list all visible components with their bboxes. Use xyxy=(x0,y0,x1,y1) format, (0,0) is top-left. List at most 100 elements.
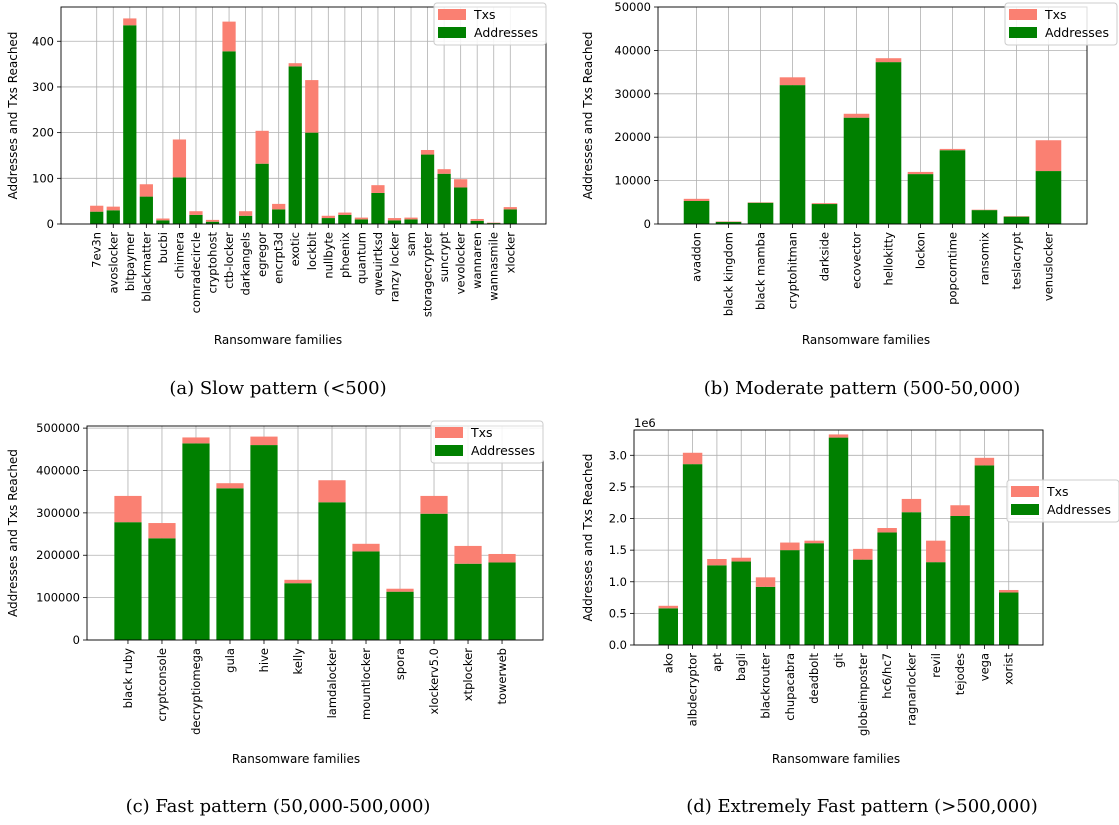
y-tick-label: 0.0 xyxy=(609,638,627,652)
x-tick-label: ctb-locker xyxy=(222,232,236,289)
x-tick-label: chimera xyxy=(172,232,186,279)
bar-txs xyxy=(321,215,335,219)
bar-addresses xyxy=(907,174,934,224)
legend-label-addresses: Addresses xyxy=(474,25,538,40)
x-tick-label: apt xyxy=(710,653,724,672)
y-tick-label: 500000 xyxy=(36,421,80,435)
plot-frame xyxy=(60,6,547,225)
x-tick-label: gula xyxy=(223,648,237,673)
x-tick-label: lockon xyxy=(913,232,927,269)
bar-addresses xyxy=(172,177,187,224)
bar-txs xyxy=(371,185,385,193)
bar-addresses xyxy=(487,223,501,224)
y-tick-label: 0.5 xyxy=(609,606,627,620)
y-tick-label: 100000 xyxy=(36,591,80,605)
legend-swatch-txs xyxy=(1011,486,1039,497)
bar-addresses xyxy=(715,221,742,224)
bar-txs xyxy=(354,217,369,220)
bar-txs xyxy=(683,198,710,201)
y-axis-label: Addresses and Txs Reached xyxy=(581,454,595,622)
x-tick-label: xorist xyxy=(1002,653,1016,685)
bar-addresses xyxy=(420,154,435,224)
x-tick-label: xlocker xyxy=(503,232,517,274)
bar-addresses xyxy=(707,565,727,645)
legend-label-txs: Txs xyxy=(473,7,496,22)
bar-txs xyxy=(454,179,468,188)
bar-txs xyxy=(352,543,380,552)
bar-addresses xyxy=(755,586,776,645)
bar-txs xyxy=(318,480,346,503)
bar-addresses xyxy=(288,66,302,225)
bar-txs xyxy=(156,218,170,221)
bar-txs xyxy=(875,58,902,63)
y-tick-label: 100 xyxy=(32,171,54,185)
bar-txs xyxy=(488,553,516,563)
bar-addresses xyxy=(114,522,142,640)
x-tick-label: bagli xyxy=(734,653,748,681)
x-tick-label: qweuirtksd xyxy=(371,232,385,295)
legend-label-addresses: Addresses xyxy=(1047,502,1111,517)
y-tick-label: 2.0 xyxy=(609,512,627,526)
bar-addresses xyxy=(971,210,998,224)
bar-addresses xyxy=(205,221,220,224)
x-tick-label: blackmatter xyxy=(139,232,153,302)
bar-addresses xyxy=(305,132,319,224)
bar-addresses xyxy=(853,559,873,645)
bar-txs xyxy=(843,113,870,118)
legend-swatch-txs xyxy=(1009,9,1037,20)
y-tick-label: 400 xyxy=(32,34,54,48)
bar-txs xyxy=(182,437,210,444)
x-tick-label: encrpt3d xyxy=(272,232,286,284)
bar-txs xyxy=(877,528,897,533)
bar-addresses xyxy=(318,502,346,640)
bar-txs xyxy=(437,169,451,174)
bar-addresses xyxy=(250,445,278,640)
y-tick-label: 30000 xyxy=(614,87,651,101)
bar-addresses xyxy=(371,192,385,224)
bar-addresses xyxy=(106,210,120,224)
y-tick-label: 20000 xyxy=(614,130,651,144)
bar-txs xyxy=(255,130,269,164)
x-tick-label: avoslocker xyxy=(106,232,120,294)
bar-addresses xyxy=(1035,171,1062,224)
x-tick-label: ako xyxy=(661,653,675,673)
bar-addresses xyxy=(843,117,870,224)
bar-txs xyxy=(250,436,278,446)
bar-addresses xyxy=(321,218,335,224)
panel-caption: (b) Moderate pattern (500-50,000) xyxy=(704,378,1020,399)
x-tick-label: decryptiomega xyxy=(189,648,203,735)
bar-txs xyxy=(682,452,703,465)
legend-label-txs: Txs xyxy=(470,425,493,440)
x-tick-label: git xyxy=(832,653,846,668)
bar-addresses xyxy=(950,516,970,645)
bar-txs xyxy=(470,218,484,221)
bar-txs xyxy=(907,171,934,175)
bar-addresses xyxy=(437,173,451,224)
x-tick-label: wannasmile xyxy=(487,232,501,301)
x-tick-label: wannaren xyxy=(470,232,484,289)
x-tick-label: black mamba xyxy=(754,232,768,310)
y-tick-label: 50000 xyxy=(614,0,651,14)
x-tick-label: vevolocker xyxy=(454,232,468,295)
x-tick-label: black ruby xyxy=(121,648,135,708)
bar-txs xyxy=(216,483,244,489)
bar-addresses xyxy=(503,209,517,224)
legend-swatch-txs xyxy=(438,9,466,20)
x-tick-label: chupacabra xyxy=(783,653,797,721)
legend-label-txs: Txs xyxy=(1044,7,1067,22)
y-tick-label: 1.0 xyxy=(609,575,627,589)
bar-addresses xyxy=(828,437,849,645)
panel-caption: (c) Fast pattern (50,000-500,000) xyxy=(126,796,431,817)
legend: Txs Addresses xyxy=(1004,2,1118,46)
x-tick-label: cryptohost xyxy=(206,232,220,294)
x-tick-label: 7ev3n xyxy=(90,232,104,268)
bar-addresses xyxy=(1003,216,1030,224)
y-tick-label: 300000 xyxy=(36,506,80,520)
x-tick-label: vega xyxy=(977,653,991,681)
bar-addresses xyxy=(189,214,203,224)
x-tick-label: darkside xyxy=(818,232,832,281)
bar-txs xyxy=(926,540,946,563)
bar-txs xyxy=(804,540,824,544)
bar-txs xyxy=(106,206,120,211)
bar-txs xyxy=(811,203,838,205)
